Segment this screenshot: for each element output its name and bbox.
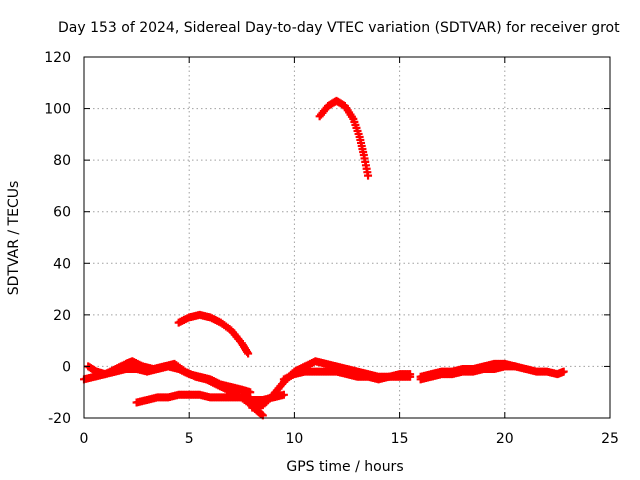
data-point: [559, 367, 568, 376]
series-track-d: [174, 310, 253, 358]
y-tick-label: -20: [48, 411, 71, 427]
plot-frame: [83, 56, 611, 419]
data-point: [364, 171, 373, 180]
series-track-g: [315, 96, 373, 180]
series-track-f: [279, 367, 415, 384]
data-point: [279, 390, 288, 399]
x-tick-label: 0: [80, 431, 89, 447]
y-tick-label: 120: [44, 50, 71, 66]
x-tick-label: 5: [185, 431, 194, 447]
series-track-c: [132, 390, 288, 407]
y-tick-label: 20: [53, 308, 71, 324]
x-tick-label: 25: [601, 431, 619, 447]
x-axis-label: GPS time / hours: [286, 459, 403, 475]
data-points: [80, 96, 568, 420]
chart-title: Day 153 of 2024, Sidereal Day-to-day VTE…: [58, 20, 620, 36]
data-point: [511, 362, 520, 371]
x-tick-label: 20: [496, 431, 514, 447]
series-track-e: [248, 357, 415, 412]
axis-ticks: 0 5 10 15 20 25 -20 0 20 40 60 80 100 120: [44, 50, 619, 447]
data-point: [246, 388, 255, 397]
y-axis-label: SDTVAR / TECUs: [6, 181, 22, 296]
y-tick-label: 80: [53, 153, 71, 169]
series-track-i: [416, 362, 520, 384]
x-tick-label: 10: [285, 431, 303, 447]
data-point: [244, 349, 253, 358]
y-tick-label: 40: [53, 256, 71, 272]
series-track-b: [84, 362, 255, 397]
y-tick-label: 100: [44, 102, 71, 118]
x-tick-label: 15: [391, 431, 409, 447]
y-tick-label: 0: [62, 359, 71, 375]
grid: [84, 57, 610, 418]
data-point: [406, 372, 415, 381]
y-tick-label: 60: [53, 205, 71, 221]
